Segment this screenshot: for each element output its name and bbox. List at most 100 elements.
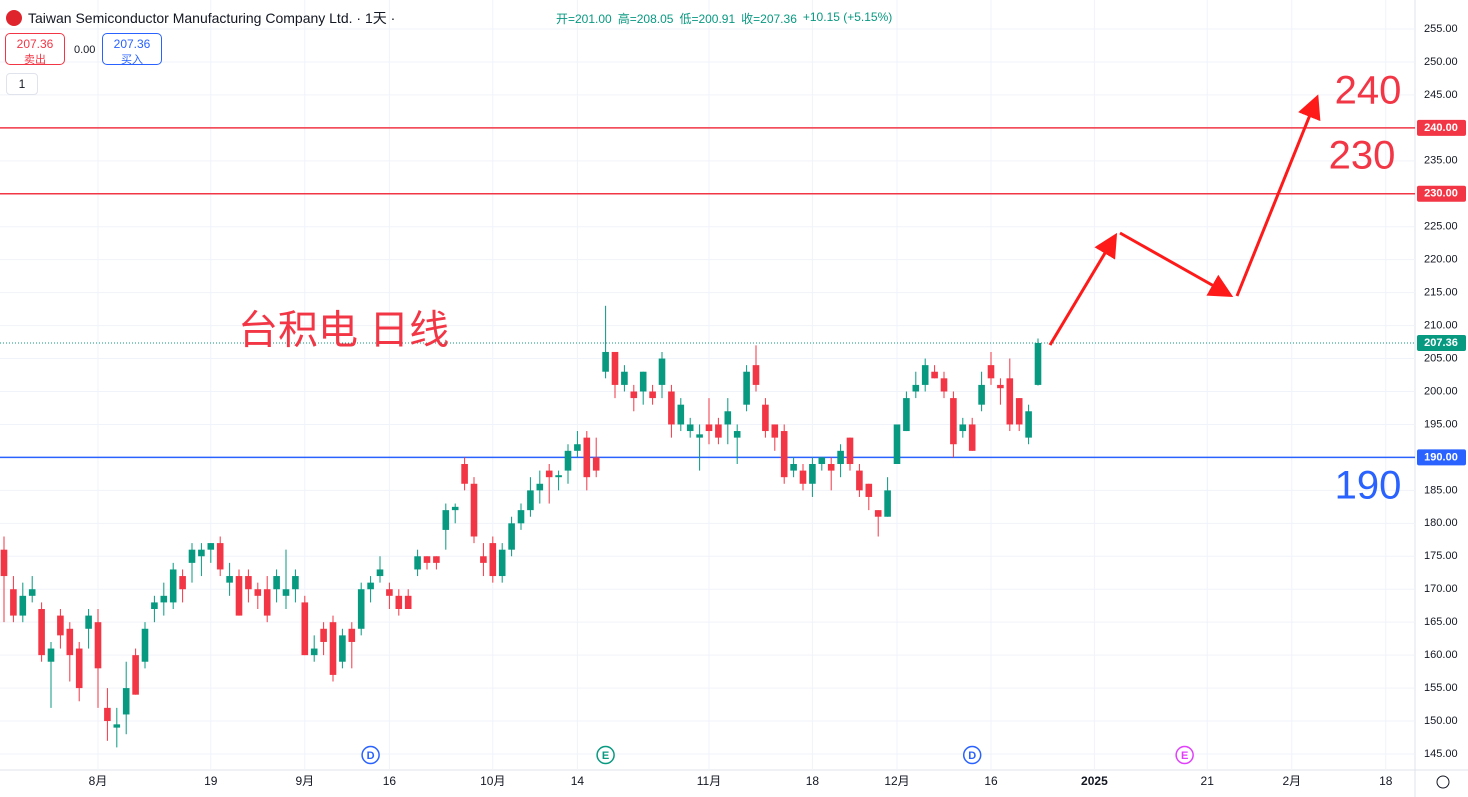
x-tick-label: 21: [1201, 774, 1215, 788]
event-label: E: [602, 750, 609, 762]
candle-body: [997, 384, 1004, 389]
candle-body: [621, 371, 628, 385]
candle-body: [743, 371, 750, 405]
candle-body: [639, 371, 647, 392]
candle-body: [940, 378, 948, 392]
candle-body: [19, 595, 27, 616]
candle-body: [545, 470, 553, 478]
candle-body: [809, 464, 816, 484]
candle-body: [724, 411, 732, 425]
candle-body: [169, 569, 177, 603]
candle-body: [762, 404, 769, 432]
candle-body: [273, 576, 280, 590]
sell-label: 卖出: [24, 54, 46, 66]
arrow: [1048, 232, 1118, 346]
candle-body: [912, 384, 920, 392]
x-tick-label: 2025: [1081, 774, 1108, 788]
candle-body: [677, 404, 685, 425]
candle-body: [348, 628, 356, 642]
candle-body: [658, 358, 666, 385]
candle-body: [630, 391, 638, 399]
candle-body: [433, 556, 440, 563]
candle-body: [903, 398, 910, 432]
y-tick-label: 185.00: [1424, 484, 1458, 496]
level-annotation: 190: [1335, 464, 1402, 508]
candle-body: [376, 569, 384, 577]
y-tick-label: 225.00: [1424, 221, 1458, 233]
candle-body: [574, 444, 581, 451]
candle-body: [141, 628, 149, 662]
level-annotation: 240: [1335, 69, 1402, 113]
candle-body: [856, 470, 863, 491]
buy-price: 207.36: [113, 37, 151, 51]
candle-body: [592, 457, 600, 471]
event-marker: [1175, 745, 1194, 765]
candle-body: [28, 589, 36, 596]
candle-body: [827, 464, 835, 471]
candle-body: [404, 595, 412, 609]
candle-body: [978, 384, 985, 405]
candle-body: [968, 424, 976, 451]
level-label-bg: [1417, 119, 1466, 136]
event-marker: [962, 745, 982, 765]
sell-button[interactable]: 207.36 卖出: [5, 33, 65, 66]
event-label: D: [367, 750, 375, 762]
candle-body: [451, 506, 459, 511]
symbol-header: Taiwan Semiconductor Manufacturing Compa…: [6, 8, 395, 28]
candle-body: [207, 543, 215, 550]
candle-body: [818, 457, 826, 464]
candle-body: [611, 351, 619, 385]
y-tick-label: 150.00: [1424, 715, 1458, 727]
buy-button[interactable]: 207.36 买入: [102, 33, 162, 66]
candle-body: [75, 648, 83, 689]
candle-body: [950, 398, 957, 445]
candle-body: [329, 622, 337, 675]
candle-body: [94, 622, 102, 669]
candle-body: [884, 490, 891, 517]
candle-body: [846, 437, 854, 464]
level-label: 230.00: [1424, 188, 1458, 200]
level-annotation: 230: [1329, 134, 1396, 178]
logo: [6, 10, 22, 26]
y-tick-label: 145.00: [1424, 748, 1458, 760]
candle-body: [555, 475, 562, 478]
event-label: D: [968, 750, 976, 762]
ohlc-low: 低=200.91: [679, 12, 736, 26]
event-label: E: [1181, 750, 1188, 762]
candle-body: [160, 595, 168, 603]
candle-body: [583, 437, 591, 478]
candle-body: [1034, 342, 1042, 385]
candle-body: [517, 510, 525, 524]
candle-body: [263, 589, 271, 616]
arrow: [1235, 94, 1321, 297]
y-tick-label: 250.00: [1424, 56, 1458, 68]
candle-body: [696, 434, 703, 438]
candle-body: [780, 431, 788, 478]
candle-body: [301, 602, 309, 656]
candle-body: [489, 543, 497, 577]
candle-body: [686, 424, 694, 432]
candle-body: [66, 628, 74, 656]
candle-body: [423, 556, 431, 563]
quantity[interactable]: 1: [6, 73, 38, 95]
candle-body: [122, 688, 130, 715]
symbol-title[interactable]: Taiwan Semiconductor Manufacturing Compa…: [28, 10, 396, 26]
last-price-label: 207.36: [1424, 337, 1458, 349]
candle-body: [179, 576, 186, 590]
level-label: 240.00: [1424, 122, 1458, 134]
candle-body: [339, 635, 346, 662]
x-tick-label: 16: [383, 774, 397, 788]
candle-body: [715, 424, 722, 438]
candle-body: [752, 365, 760, 385]
candle-body: [320, 628, 327, 642]
settings-icon[interactable]: [1436, 775, 1450, 789]
candle-body: [564, 450, 572, 471]
candle-body: [893, 424, 901, 464]
x-tick-label: 14: [571, 774, 585, 788]
candle-body: [57, 615, 64, 636]
candle-body: [282, 589, 290, 596]
arrow: [1119, 231, 1234, 297]
y-tick-label: 175.00: [1424, 550, 1458, 562]
candle-body: [85, 615, 92, 629]
